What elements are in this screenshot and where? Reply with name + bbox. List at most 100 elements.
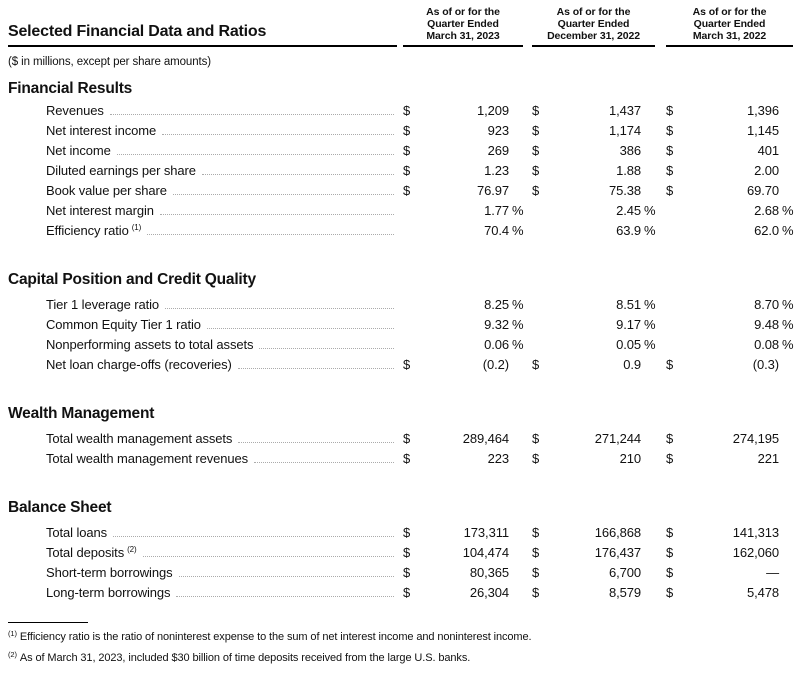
percent-suffix: % [782,317,794,332]
dot-leader [238,442,394,443]
column-header-line: March 31, 2023 [426,30,500,42]
row-label-cell: Total deposits (2) [8,545,397,560]
page-title: Selected Financial Data and Ratios [8,23,267,40]
currency-symbol: $ [532,431,540,446]
value-cell: $ — [666,565,793,580]
currency-symbol: $ [532,585,540,600]
footnotes: (1) Efficiency ratio is the ratio of noni… [8,629,793,665]
footnote-2: (2) As of March 31, 2023, included $30 bi… [8,650,793,665]
value: 9.32 [484,317,509,332]
row-label-cell: Total wealth management revenues [8,451,397,466]
row-label: Tier 1 leverage ratio [46,297,160,312]
value-cell: $104,474 [403,545,523,560]
column-header-line: As of or for the [426,6,500,18]
value: 75.38 [608,183,641,198]
currency-symbol: $ [666,565,674,580]
value-cell: $8,579 [532,585,655,600]
currency-symbol: $ [403,545,411,560]
percent-suffix: % [782,337,794,352]
value-cell: 2.45% [532,203,655,218]
value: 8.70 [754,297,779,312]
value-cell: 0.08% [666,337,793,352]
value: 269 [487,143,509,158]
currency-symbol: $ [532,143,540,158]
percent-suffix: % [512,297,524,312]
value: 9.48 [754,317,779,332]
value-cell: 63.9% [532,223,655,238]
table-row: Efficiency ratio (1) 70.4% 63.9% 62.0% [8,223,794,243]
value-cell: $1.23 [403,163,523,178]
column-header-line: As of or for the [692,6,767,18]
value: 289,464 [462,431,509,446]
value: 2.68 [754,203,779,218]
value-cell: $923 [403,123,523,138]
currency-symbol: $ [403,525,411,540]
value-cell: $5,478 [666,585,793,600]
row-label: Revenues [46,103,104,118]
currency-symbol: $ [666,545,674,560]
percent-suffix: % [512,337,524,352]
percent-suffix: % [512,317,524,332]
value-cell: $69.70 [666,183,793,198]
percent-suffix: % [644,203,656,218]
dot-leader [142,556,394,557]
currency-symbol: $ [666,103,674,118]
value-cell: $166,868 [532,525,655,540]
row-label-cell: Net interest income [8,123,397,138]
table-row: Total wealth management revenues $223 $210… [8,451,793,471]
table-row: Long-term borrowings $26,304 $8,579 $5,478 [8,585,793,605]
dot-leader [147,234,394,235]
dot-leader [201,174,394,175]
value-cell: 2.68% [666,203,793,218]
section-header: Balance Sheet [8,499,112,516]
value-cell: $162,060 [666,545,793,560]
row-label: Short-term borrowings [46,565,173,580]
percent-suffix: % [782,223,794,238]
dot-leader [172,194,394,195]
row-label-cell: Net income [8,143,397,158]
currency-symbol: $ [666,451,674,466]
row-label-cell: Nonperforming assets to total assets [8,337,397,352]
currency-symbol: $ [532,183,540,198]
row-label-cell: Net interest margin [8,203,397,218]
value: 1.77 [484,203,509,218]
currency-symbol: $ [532,545,540,560]
currency-symbol: $ [666,183,674,198]
value-cell: $75.38 [532,183,655,198]
column-header-line: Quarter Ended [427,18,499,30]
value: 141,313 [732,525,779,540]
value: 210 [619,451,641,466]
currency-symbol: $ [532,103,540,118]
column-header-december-2022: As of or for the Quarter Ended December … [532,6,655,47]
value: 8.25 [484,297,509,312]
section-header: Capital Position and Credit Quality [8,271,256,288]
row-label-cell: Long-term borrowings [8,585,397,600]
value: 271,244 [594,431,641,446]
value: 2.00 [754,163,779,178]
value: 176,437 [594,545,641,560]
dot-leader [237,368,394,369]
row-label: Efficiency ratio [46,223,129,238]
row-label: Total wealth management revenues [46,451,249,466]
row-label-cell: Book value per share [8,183,397,198]
footnote-marker: (2) [8,650,17,659]
column-header-line: Quarter Ended [693,18,766,30]
title-cell: Selected Financial Data and Ratios [8,23,397,47]
dot-leader [116,154,394,155]
value: 223 [487,451,509,466]
value-cell: 70.4% [403,223,523,238]
percent-suffix: % [782,297,794,312]
table-row: Revenues $1,209 $1,437 $1,396 [8,103,793,123]
dot-leader [165,308,394,309]
section-header: Financial Results [8,80,133,97]
row-label-cell: Total wealth management assets [8,431,397,446]
value: (0.3) [752,357,779,372]
table-row: Tier 1 leverage ratio 8.25% 8.51% 8.70% [8,297,794,317]
table-row: Diluted earnings per share $1.23 $1.88 $2.0… [8,163,793,183]
currency-symbol: $ [532,163,540,178]
row-label: Total deposits [46,545,125,560]
value: 0.05 [616,337,641,352]
value: 1.23 [484,163,509,178]
percent-suffix: % [644,317,656,332]
footnote-1: (1) Efficiency ratio is the ratio of noni… [8,629,793,644]
